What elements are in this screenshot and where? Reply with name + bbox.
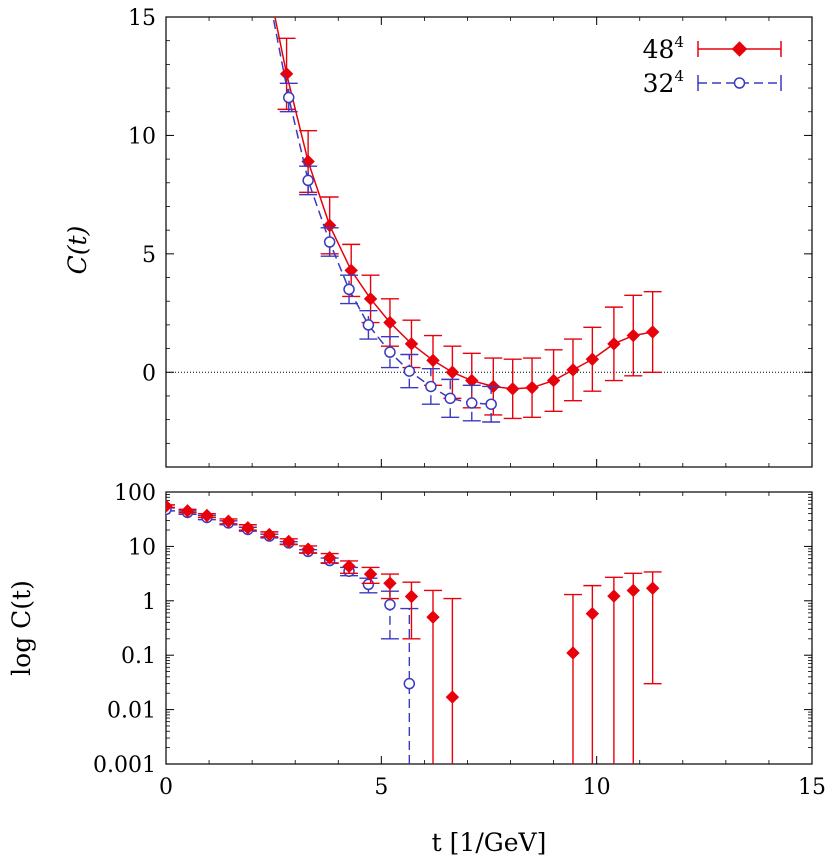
top-series-32-point-3	[343, 283, 355, 296]
bottom-data-layer	[166, 499, 662, 764]
legend: 484 324	[643, 33, 782, 98]
bottom-y-axis-title-text: log C(t)	[7, 580, 36, 676]
bottom-series-48-point-8	[322, 550, 337, 565]
top-ytick-label: 15	[128, 6, 156, 31]
top-series-48-point-13	[546, 373, 561, 388]
top-y-axis-title: C(t)	[63, 226, 92, 275]
bottom-ytick-label: 10	[128, 535, 156, 560]
bottom-series-48-point-11	[383, 576, 397, 590]
bottom-series-48-point-10	[363, 567, 378, 581]
bottom-series-48-point-6	[282, 534, 296, 549]
top-series-48-point-3	[344, 263, 358, 278]
bottom-series-48-point-9	[342, 559, 356, 574]
bottom-series-48-point-2	[200, 508, 214, 523]
top-series-48-point-14	[566, 363, 580, 377]
top-data-layer	[272, 17, 662, 423]
bottom-ytick-label: 100	[114, 481, 156, 506]
top-series-32-point-8	[444, 392, 456, 405]
legend-name-32: 32	[643, 69, 675, 98]
top-series-48-line	[274, 17, 653, 390]
bottom-series-48-point-15	[566, 646, 580, 660]
top-series-48-point-7	[426, 353, 440, 368]
top-series-32-point-1	[302, 174, 314, 187]
bottom-series-32-point-12	[403, 677, 416, 690]
top-series-48-point-16	[607, 337, 621, 351]
bottom-ytick-label: 0.01	[107, 699, 156, 724]
bottom-series-48-point-18	[626, 583, 640, 598]
top-ytick-label: 5	[142, 243, 156, 268]
bottom-y-axis-title: log C(t)	[7, 580, 36, 676]
bottom-panel: 0.001 0.01 0.1 1 10 100 0 5 10 15	[93, 481, 826, 800]
bottom-ytick-label: 0.001	[93, 753, 156, 778]
legend-sup-32: 4	[674, 67, 684, 85]
bottom-series-48-point-3	[221, 514, 236, 528]
bottom-xtick-label: 15	[798, 775, 826, 800]
bottom-series-48-point-16	[585, 606, 600, 621]
top-series-32-point-9	[466, 397, 478, 409]
top-series-48-point-4	[363, 292, 378, 306]
top-series-48-point-15	[585, 352, 600, 366]
bottom-series-48-point-17	[607, 589, 621, 603]
bottom-plot-frame	[165, 491, 813, 765]
x-axis-title-text: t [1/GeV]	[432, 828, 547, 857]
top-series-48-point-8	[445, 365, 460, 379]
bottom-series-48-point-5	[262, 527, 277, 542]
top-series-32-point-0	[282, 91, 295, 104]
bottom-xtick-label: 10	[583, 775, 611, 800]
bottom-xtick-label: 5	[374, 775, 388, 800]
legend-name-48: 48	[643, 35, 675, 64]
bottom-series-32-point-11	[384, 598, 396, 611]
top-series-32-point-4	[362, 319, 375, 331]
top-series-32-point-10	[485, 398, 497, 410]
bottom-series-32-point-10	[362, 578, 375, 591]
top-ytick-label: 0	[142, 361, 156, 386]
top-series-32-point-6	[403, 365, 416, 377]
x-axis-title: t [1/GeV]	[432, 828, 547, 857]
top-series-32-point-2	[323, 236, 336, 248]
top-y-axis-title-text: C(t)	[63, 226, 92, 275]
top-series-48-point-17	[626, 328, 640, 343]
top-series-48-point-12	[525, 380, 539, 395]
bottom-series-48-point-7	[301, 542, 315, 556]
legend-sample-48	[697, 41, 782, 57]
top-series-48-point-0	[279, 67, 294, 81]
top-series-48-point-18	[645, 325, 660, 339]
bottom-xtick-label: 0	[159, 775, 173, 800]
bottom-series-48-point-0	[166, 499, 173, 513]
bottom-series-48-point-19	[645, 581, 660, 595]
bottom-series-48-point-4	[241, 521, 255, 535]
bottom-ytick-label: 0.1	[121, 644, 156, 669]
bottom-series-48-point-1	[180, 504, 195, 518]
bottom-series-48-point-13	[426, 610, 440, 624]
top-series-48-point-5	[383, 315, 397, 330]
bottom-ytick-label: 1	[142, 590, 156, 615]
top-ytick-label: 10	[128, 124, 156, 149]
top-series-48-point-11	[505, 382, 520, 396]
top-series-48-point-6	[404, 337, 419, 351]
bottom-series-48-point-14	[445, 690, 460, 704]
legend-label-48: 484	[643, 33, 684, 64]
legend-sample-32	[697, 75, 782, 91]
top-panel: 0 5 10 15	[128, 6, 813, 468]
top-series-32-point-5	[384, 346, 396, 358]
legend-label-32: 324	[643, 67, 684, 98]
bottom-series-48-point-12	[404, 589, 419, 604]
legend-sup-48: 4	[674, 33, 684, 51]
top-series-32-point-7	[425, 380, 437, 393]
top-plot-frame	[165, 16, 813, 468]
